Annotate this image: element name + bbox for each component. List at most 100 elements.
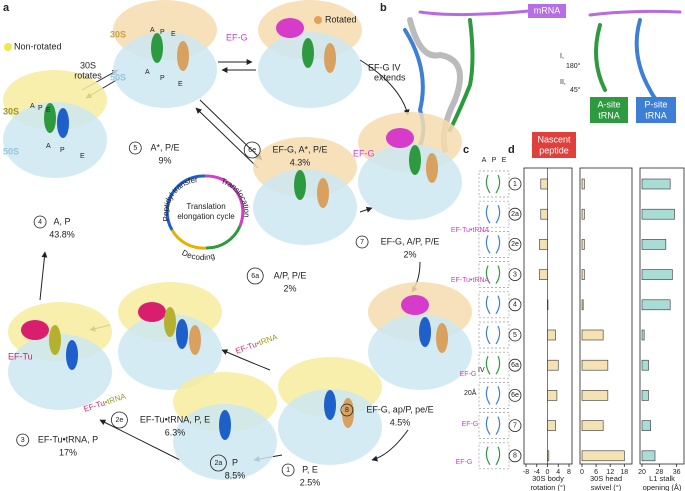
mrna-box bbox=[528, 4, 566, 18]
trna: •tRNA bbox=[103, 392, 127, 408]
x-tick-label: 28 bbox=[655, 469, 663, 476]
x-tick-label: 36 bbox=[673, 469, 681, 476]
bar bbox=[641, 269, 673, 280]
label: Translation bbox=[186, 202, 225, 211]
state-name: A, P bbox=[53, 216, 70, 226]
state-percent: 2% bbox=[403, 249, 416, 259]
site-label: P bbox=[38, 105, 43, 112]
chart-title: L1 stalk bbox=[649, 474, 675, 483]
row-circle bbox=[508, 358, 522, 372]
bar bbox=[540, 178, 548, 190]
ligand bbox=[177, 41, 189, 71]
subunit-label: 50S bbox=[110, 72, 126, 82]
ligand bbox=[302, 38, 314, 68]
ligand bbox=[164, 307, 176, 337]
ligand bbox=[49, 325, 61, 355]
large-subunit bbox=[113, 32, 217, 108]
label: rotates bbox=[74, 70, 102, 80]
row-circle bbox=[508, 388, 522, 402]
state-number: 2e bbox=[116, 417, 124, 424]
state-circle bbox=[16, 433, 30, 447]
row-label: 1 bbox=[513, 181, 517, 188]
row-circle bbox=[508, 449, 522, 463]
bar bbox=[539, 269, 548, 280]
label: peptide bbox=[539, 145, 569, 155]
ligand bbox=[276, 18, 304, 38]
chart-title: rotation (°) bbox=[530, 483, 566, 491]
row-frame bbox=[478, 442, 510, 470]
state-percent: 4.3% bbox=[290, 157, 311, 167]
cycle-ring bbox=[165, 174, 245, 250]
bar bbox=[547, 359, 559, 371]
row-circle bbox=[508, 328, 522, 342]
site-header: E bbox=[502, 157, 507, 164]
row-label: 4 bbox=[513, 302, 517, 309]
state-name: EF-G, A*, P/E bbox=[272, 144, 327, 154]
bar bbox=[581, 450, 625, 462]
row-circle bbox=[508, 419, 522, 433]
state-circle bbox=[111, 411, 128, 429]
factor: EF-Tu bbox=[234, 340, 258, 356]
state-name: P, E bbox=[302, 464, 318, 474]
row-frame bbox=[478, 382, 510, 409]
bar bbox=[540, 208, 548, 220]
chart-title: 30S body bbox=[532, 474, 564, 483]
state-percent: 43.8% bbox=[49, 229, 75, 239]
x-tick-label: 4 bbox=[556, 469, 560, 476]
state-number: 8 bbox=[345, 407, 349, 414]
ligand bbox=[426, 153, 438, 183]
chart-frame bbox=[523, 167, 573, 465]
row-label: 2a bbox=[511, 211, 519, 218]
row-frame bbox=[478, 351, 510, 379]
ligand bbox=[324, 390, 336, 420]
legend-dot bbox=[4, 43, 12, 51]
panel-label: c bbox=[463, 144, 469, 156]
bar bbox=[581, 239, 585, 250]
row-circle bbox=[508, 177, 522, 191]
label: elongation cycle bbox=[177, 212, 235, 221]
x-tick-label: 18 bbox=[620, 469, 628, 476]
bar bbox=[581, 208, 585, 220]
row-frame bbox=[478, 321, 510, 349]
site-label: P bbox=[160, 29, 165, 36]
subunit-label: 30S bbox=[110, 29, 126, 39]
row-circle bbox=[508, 207, 522, 221]
site-label: E bbox=[80, 153, 85, 160]
bar bbox=[641, 359, 649, 371]
large-subunit bbox=[173, 404, 277, 480]
site-label: A bbox=[46, 143, 51, 150]
x-tick-label: 20 bbox=[638, 469, 646, 476]
row-circle bbox=[508, 298, 522, 312]
chart-frame bbox=[639, 167, 685, 465]
label: tRNA bbox=[645, 110, 667, 120]
panel-label: b bbox=[380, 2, 387, 14]
x-tick-label: 12 bbox=[606, 469, 614, 476]
row-frame bbox=[478, 200, 510, 228]
label: P-site bbox=[644, 99, 667, 109]
ligand bbox=[66, 340, 78, 370]
x-tick-label: 8 bbox=[567, 469, 571, 476]
bar bbox=[539, 239, 548, 250]
rotation-label: 180° bbox=[566, 62, 581, 70]
panel-label: d bbox=[508, 144, 515, 156]
panel-label: a bbox=[3, 2, 10, 14]
factor-label: EF-G bbox=[460, 371, 477, 378]
state-circle bbox=[33, 215, 47, 229]
row-circle bbox=[508, 237, 522, 251]
ligand bbox=[189, 325, 201, 355]
trna-sketch bbox=[485, 355, 501, 375]
ligand bbox=[419, 317, 431, 347]
state-circle bbox=[281, 463, 295, 477]
p-site-box bbox=[636, 97, 676, 123]
bar bbox=[641, 299, 671, 311]
row-frame bbox=[478, 231, 510, 258]
trna-sketch bbox=[485, 446, 501, 466]
bar bbox=[581, 390, 609, 401]
state-circle bbox=[243, 141, 261, 159]
site-label: A bbox=[150, 27, 155, 34]
label: mRNA bbox=[534, 5, 561, 15]
bar bbox=[581, 269, 585, 280]
chart-title: swivel (°) bbox=[591, 483, 622, 491]
x-tick-label: 0 bbox=[580, 469, 584, 476]
ligand bbox=[386, 128, 414, 148]
